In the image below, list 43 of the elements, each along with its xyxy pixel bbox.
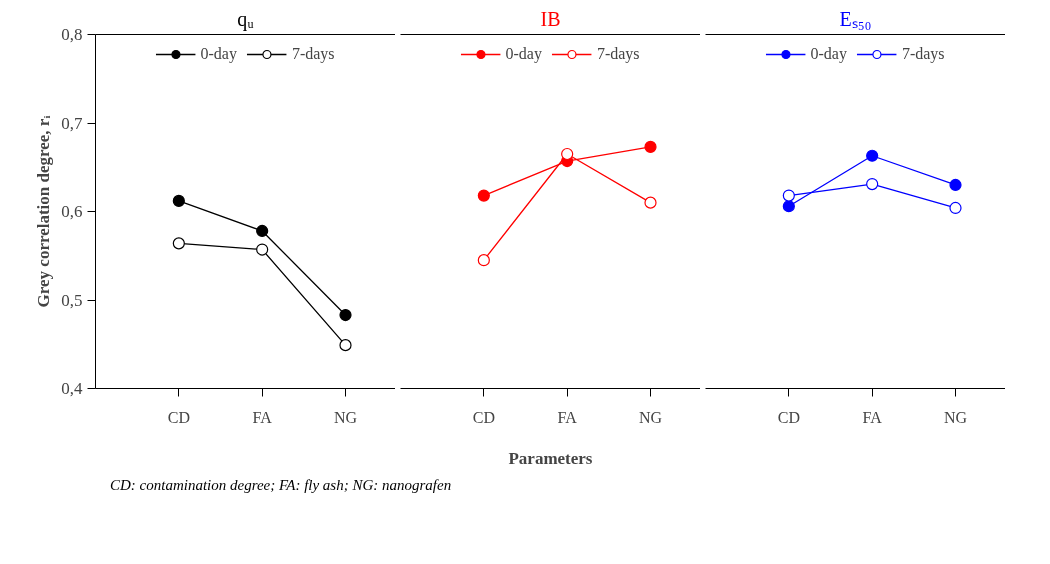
y-tick-label: 0,7: [61, 113, 83, 133]
y-tick-label: 0,5: [61, 290, 83, 310]
chart-title: qᵤ: [237, 7, 255, 31]
point: [866, 177, 879, 191]
legend-label: 7-days: [596, 45, 640, 63]
x-axis-title: Parameters: [508, 448, 593, 468]
x-tick-label: CD: [167, 408, 190, 426]
y-tick-label: 0,4: [61, 379, 83, 398]
point: [949, 178, 962, 192]
point: [256, 224, 269, 238]
x-tick-label: NG: [638, 408, 663, 426]
legend-label: 0-day: [200, 45, 237, 63]
point: [477, 254, 490, 267]
point: [782, 200, 795, 213]
point: [172, 194, 185, 207]
x-tick-label: FA: [862, 408, 883, 426]
point: [949, 201, 962, 215]
x-tick-label: FA: [252, 408, 273, 426]
x-tick-label: NG: [943, 408, 968, 426]
text: CD: contamination degree; FA: fly ash; NG: nanografen: [110, 476, 452, 495]
legend-label: 7-days: [291, 45, 335, 63]
x-tick-label: FA: [557, 408, 578, 426]
point: [256, 243, 269, 256]
x-tick-label: CD: [472, 408, 495, 426]
chart-title: IB: [540, 7, 561, 30]
x-tick-label: NG: [333, 408, 358, 426]
chart-title: Eₛ₅₀: [839, 7, 872, 30]
point: [644, 140, 657, 153]
legend-label: 0-day: [810, 45, 847, 63]
point: [172, 237, 185, 250]
point: [782, 189, 795, 202]
point: [561, 147, 574, 161]
point: [644, 196, 657, 209]
point: [477, 189, 490, 202]
y-axis-title: Grey correlation degree, rᵢ: [34, 115, 54, 308]
point: [866, 149, 879, 162]
x-tick-label: CD: [777, 408, 800, 426]
point: [339, 308, 352, 322]
y-tick-label: 0,6: [61, 202, 83, 221]
legend-label: 7-days: [901, 45, 945, 63]
point: [339, 339, 352, 352]
y-tick-label: 0,8: [61, 25, 83, 44]
legend-label: 0-day: [505, 45, 542, 63]
